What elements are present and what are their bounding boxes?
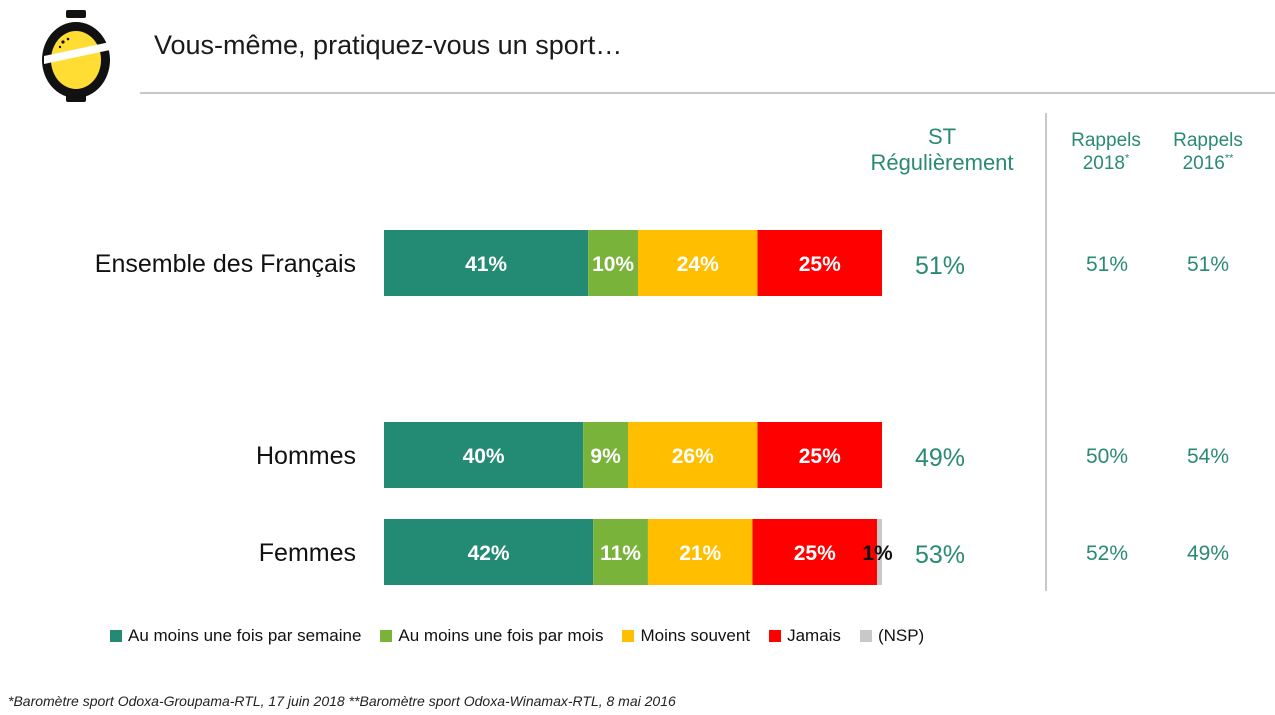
bar-segment (757, 422, 882, 488)
rappels-2018-value: 50% (1086, 445, 1128, 468)
odoxa-logo-icon (42, 10, 110, 102)
rappels-2018-value: 52% (1086, 542, 1128, 565)
footnote-mark: ** (1224, 152, 1234, 165)
column-header-rappels-2016: Rappels 2016** (1162, 130, 1254, 176)
column-header-rappels-2018: Rappels 2018* (1060, 130, 1152, 176)
bar-data-label: 21% (679, 542, 721, 565)
bar-segment (593, 519, 648, 585)
bar-data-label: 25% (799, 445, 841, 468)
column-header-r16-line1: Rappels (1173, 130, 1243, 151)
bar-data-label: 41% (465, 253, 507, 276)
legend-label: (NSP) (877, 626, 925, 645)
st-regulierement-value: 53% (915, 541, 965, 569)
rappels-2016-value: 51% (1187, 253, 1229, 276)
legend-label: Jamais (787, 626, 841, 645)
bar-data-label: 1% (862, 542, 893, 565)
bar-data-label: 10% (592, 253, 634, 276)
legend-label: Moins souvent (640, 626, 751, 645)
legend-item: Au moins une fois par mois (380, 626, 603, 646)
bar-segment (877, 519, 882, 585)
legend-item: Au moins une fois par semaine (110, 626, 361, 646)
legend-label: Au moins une fois par mois (398, 626, 604, 645)
bar-segment (583, 422, 629, 488)
bar-data-label: 42% (468, 542, 510, 565)
column-header-r18-line1: Rappels (1071, 130, 1141, 151)
rappels-2018-value: 51% (1086, 253, 1128, 276)
bar-data-label: 26% (672, 445, 714, 468)
bar-data-label: 24% (677, 253, 719, 276)
column-header-r16-line2: 2016 (1182, 152, 1225, 174)
row-label: Ensemble des Français (95, 250, 356, 278)
rappels-2016-value: 49% (1187, 542, 1229, 565)
bar-data-label: 9% (590, 445, 621, 468)
bar-segment (757, 230, 882, 296)
column-header-st-line2: Régulièrement (870, 150, 1014, 176)
column-header-r18-line2: 2018 (1082, 152, 1125, 174)
bar-segment (752, 519, 878, 585)
legend-item: (NSP) (859, 626, 925, 646)
row-label: Hommes (256, 442, 356, 470)
title-divider (140, 92, 1275, 94)
bar-segment (384, 519, 594, 585)
bar-segment (588, 230, 638, 296)
legend-swatch (859, 630, 872, 642)
legend-label: Au moins une fois par semaine (128, 626, 362, 645)
bar-data-label: 25% (794, 542, 836, 565)
legend-swatch (110, 630, 122, 642)
bar-data-label: 11% (600, 542, 641, 565)
footnote-mark: * (1125, 152, 1130, 165)
legend-swatch (769, 630, 782, 642)
column-header-st-regulierement: ST Régulièrement (850, 124, 1034, 177)
bar-segment (384, 422, 584, 488)
bar-data-label: 40% (463, 445, 505, 468)
legend-swatch (622, 630, 635, 642)
rappels-2016-value: 54% (1187, 445, 1229, 468)
st-regulierement-value: 49% (915, 444, 965, 472)
chart-legend: Au moins une fois par semaine Au moins un… (110, 626, 943, 646)
legend-swatch (380, 630, 393, 642)
column-divider (1045, 113, 1047, 591)
source-footnote: *Baromètre sport Odoxa-Groupama-RTL, 17 … (8, 693, 676, 709)
bar-segment (628, 422, 758, 488)
bar-segment (647, 519, 753, 585)
legend-item: Jamais (769, 626, 841, 646)
page-title: Vous-même, pratiquez-vous un sport… (154, 30, 623, 60)
row-label: Femmes (259, 539, 356, 567)
bar-segment (384, 230, 589, 296)
bar-data-label: 25% (799, 253, 841, 276)
legend-item: Moins souvent (622, 626, 750, 646)
column-header-st-line1: ST (927, 124, 957, 149)
bar-segment (637, 230, 758, 296)
st-regulierement-value: 51% (915, 252, 965, 280)
